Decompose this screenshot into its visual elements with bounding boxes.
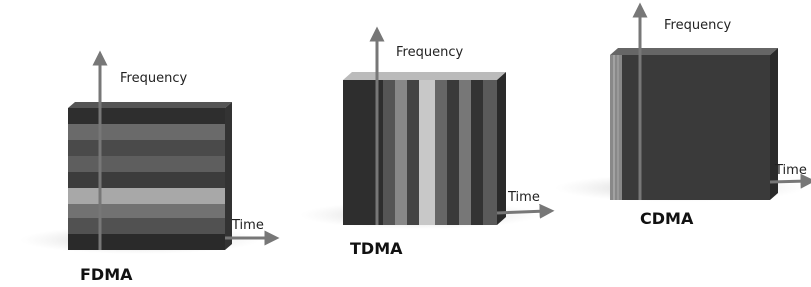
y-axis-label: Frequency <box>396 45 463 60</box>
x-axis-label: Time <box>231 218 264 233</box>
diagram: Frequency Time FDMA Frequency Time TDMA … <box>0 0 811 287</box>
diagram-title: FDMA <box>80 265 133 284</box>
y-axis-label: Frequency <box>664 18 731 33</box>
x-axis-label: Time <box>507 190 540 205</box>
diagram-title: CDMA <box>640 209 694 228</box>
y-axis-label: Frequency <box>120 71 187 86</box>
diagram-title: TDMA <box>350 239 403 258</box>
x-axis-label: Time <box>774 163 807 178</box>
